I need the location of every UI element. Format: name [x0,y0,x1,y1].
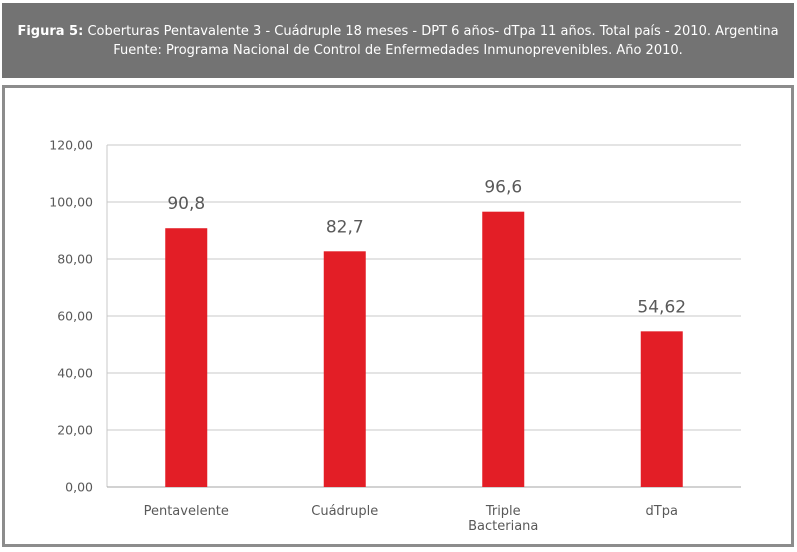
caption-title: Coberturas Pentavalente 3 - Cuádruple 18… [87,24,779,39]
bar [482,211,525,487]
caption-figure-label: Figura 5: [17,24,84,39]
bar [323,251,366,487]
y-tick-label: 60,00 [57,309,93,324]
data-label: 54,62 [637,297,686,317]
x-tick-label: Bacteriana [468,519,538,534]
x-tick-label: dTpa [646,504,678,519]
x-tick-label: Pentavelente [144,504,229,519]
data-label: 90,8 [167,194,205,214]
data-label: 96,6 [484,178,522,198]
bar [640,331,683,487]
x-tick-label: Cuádruple [311,504,378,519]
y-tick-label: 80,00 [57,252,93,267]
caption-title-line: Figura 5: Coberturas Pentavalente 3 - Cu… [2,22,794,41]
y-tick-label: 0,00 [65,480,93,495]
y-tick-label: 120,00 [49,138,93,153]
caption-source: Fuente: Programa Nacional de Control de … [113,43,683,58]
y-tick-label: 40,00 [57,366,93,381]
data-label: 82,7 [326,217,364,237]
figure-caption: Figura 5: Coberturas Pentavalente 3 - Cu… [2,3,794,78]
bar [165,228,208,487]
x-tick-label: Triple [485,504,521,519]
y-tick-label: 100,00 [49,195,93,210]
y-tick-label: 20,00 [57,423,93,438]
